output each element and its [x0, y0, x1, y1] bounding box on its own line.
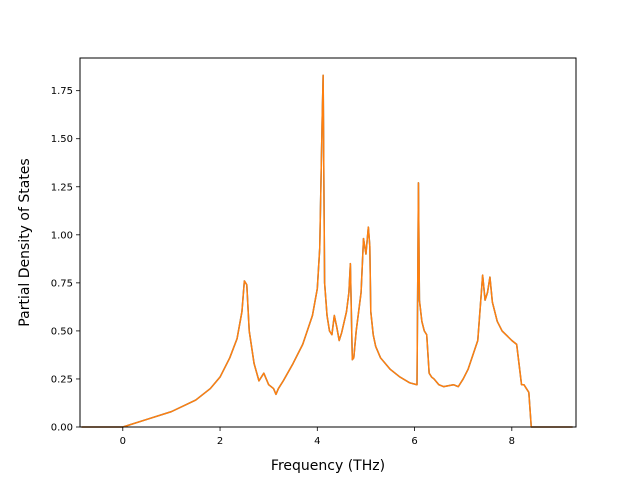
axes-frame: [79, 57, 577, 428]
x-axis-label: Frequency (THz): [271, 458, 385, 474]
x-tick-label: 8: [509, 436, 515, 447]
y-tick-label: 0.25: [51, 374, 73, 385]
y-tick-label: 1.00: [51, 230, 73, 241]
x-tick-label: 2: [217, 436, 223, 447]
x-tick-label: 6: [411, 436, 417, 447]
plot-background: [80, 58, 576, 427]
y-tick-label: 0.00: [51, 423, 73, 434]
y-tick-label: 1.50: [51, 134, 73, 145]
y-tick-label: 0.50: [51, 326, 73, 337]
plot-area: [79, 57, 577, 428]
y-axis-label: Partial Density of States: [17, 158, 33, 326]
y-axis-ticks: 0.00 0.25 0.50 0.75 1.00 1.25 1.50 1.75: [51, 86, 80, 434]
x-tick-label: 4: [314, 436, 320, 447]
x-axis-ticks: 0 2 4 6 8: [120, 427, 515, 447]
y-tick-label: 1.25: [51, 182, 73, 193]
y-tick-label: 1.75: [51, 86, 73, 97]
series-layer: [81, 74, 573, 428]
x-tick-label: 0: [120, 436, 126, 447]
series-line-2: [81, 74, 573, 428]
y-tick-label: 0.75: [51, 278, 73, 289]
